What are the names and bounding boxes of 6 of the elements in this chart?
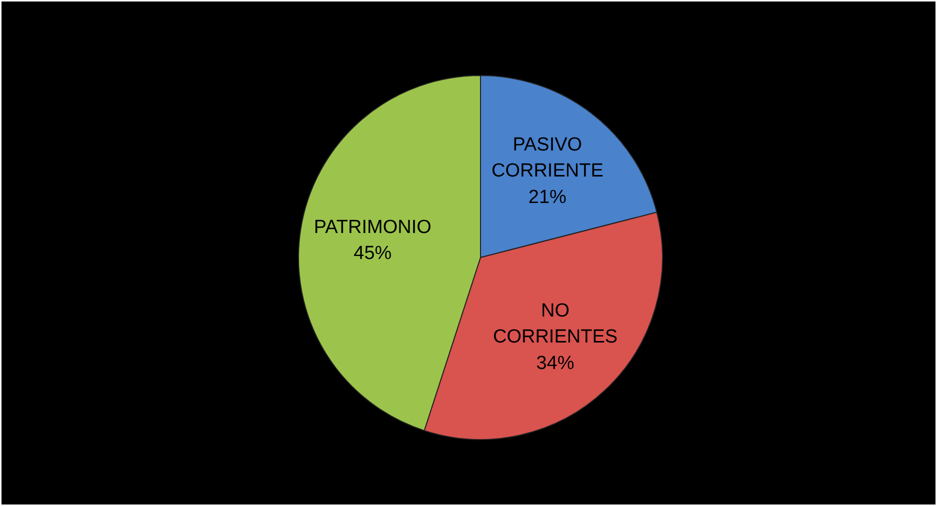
data-label: 21% <box>528 186 567 208</box>
data-label: 45% <box>354 243 392 264</box>
slice-label: PASIVO CORRIENTE <box>491 134 604 182</box>
slice-label: PATRIMONIO <box>314 216 432 238</box>
data-label: 34% <box>536 352 574 374</box>
slice-label: NO CORRIENTES <box>492 300 618 348</box>
